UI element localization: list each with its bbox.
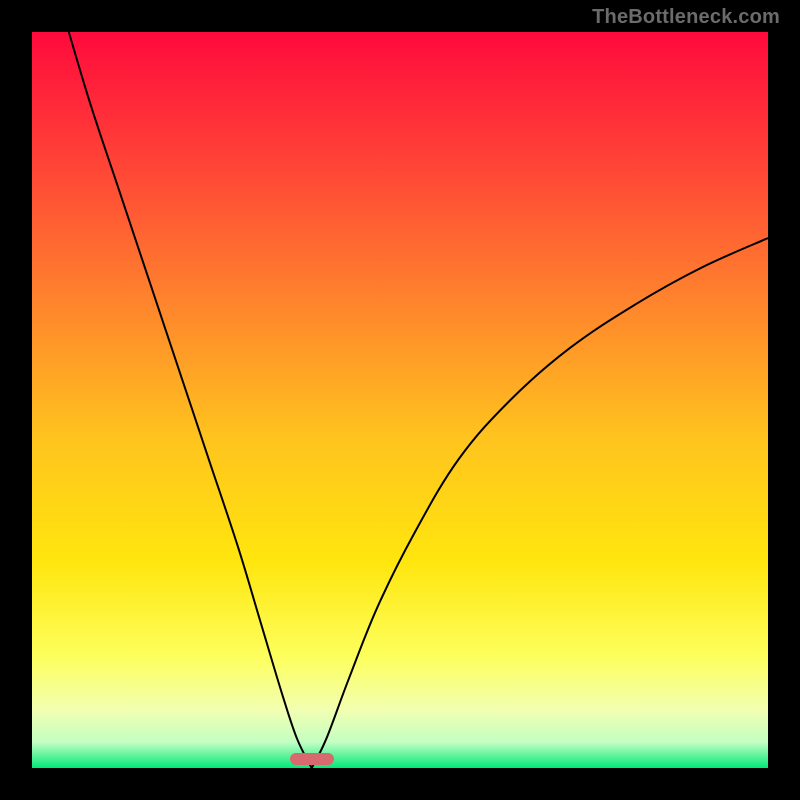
plot-area xyxy=(32,32,768,768)
curve-left-branch xyxy=(69,32,312,768)
bottleneck-curve xyxy=(32,32,768,768)
watermark-text: TheBottleneck.com xyxy=(592,6,780,29)
curve-right-branch xyxy=(312,238,768,768)
chart-frame: TheBottleneck.com xyxy=(0,0,800,800)
optimal-marker xyxy=(290,753,334,765)
